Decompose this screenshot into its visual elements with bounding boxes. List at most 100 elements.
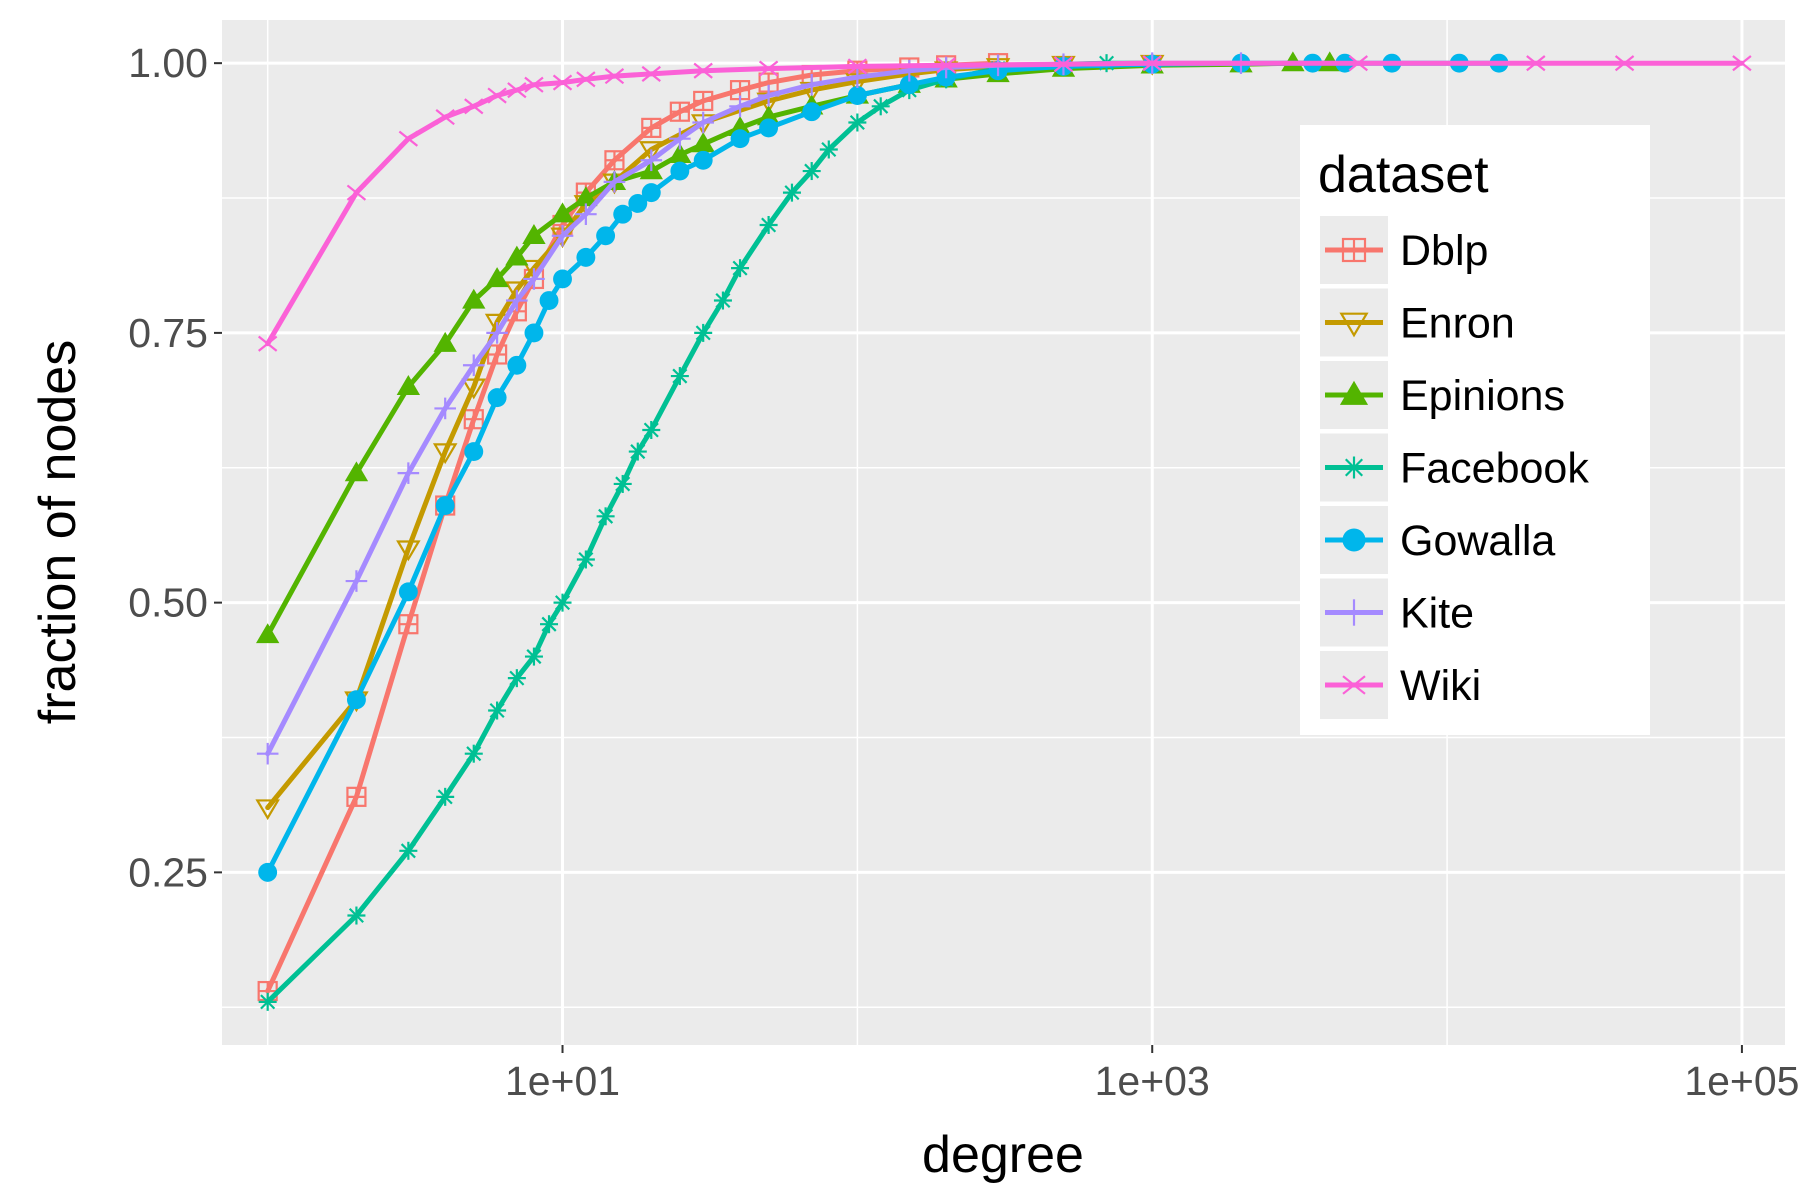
data-point <box>1343 456 1365 479</box>
data-point <box>1339 380 1369 405</box>
data-point <box>464 442 484 462</box>
data-point <box>551 224 574 247</box>
x-tick-label: 1e+03 <box>1095 1058 1210 1104</box>
data-point <box>604 68 625 85</box>
data-point <box>670 367 689 386</box>
legend: dataset Dblp Enron Epinions Facebook Gowalla… <box>1300 125 1650 735</box>
data-point <box>603 171 626 193</box>
data-point <box>505 245 529 266</box>
data-point <box>596 226 616 246</box>
legend-label: Dblp <box>1400 227 1488 275</box>
y-tick-label: 0.75 <box>128 310 208 356</box>
x-tick-label: 1e+01 <box>505 1058 620 1104</box>
legend-item-kite: Kite <box>1320 578 1474 647</box>
data-point <box>758 60 779 77</box>
data-point <box>464 98 484 115</box>
legend-label: Gowalla <box>1400 517 1555 565</box>
data-point <box>1342 675 1366 695</box>
data-point <box>398 582 418 602</box>
data-point <box>1348 55 1368 72</box>
data-point <box>506 289 528 312</box>
legend-label: Kite <box>1400 590 1474 638</box>
data-point <box>693 62 713 79</box>
data-point <box>1526 55 1546 72</box>
legend-item-gowalla: Gowalla <box>1320 506 1555 574</box>
data-point <box>899 75 919 95</box>
data-point <box>398 614 419 635</box>
data-point <box>257 335 278 352</box>
data-point <box>540 615 559 634</box>
data-point <box>461 378 487 400</box>
data-point <box>729 95 751 118</box>
data-point <box>613 204 633 224</box>
data-point <box>344 461 369 482</box>
data-point <box>576 71 596 88</box>
data-point <box>1614 55 1635 72</box>
data-point <box>462 288 486 309</box>
data-point <box>642 421 661 439</box>
data-point <box>848 113 867 132</box>
data-point <box>670 161 690 181</box>
data-point <box>628 193 648 213</box>
data-point <box>398 130 419 147</box>
data-point <box>486 322 508 344</box>
data-point <box>524 647 543 666</box>
x-axis-title: degree <box>922 1126 1084 1184</box>
data-point <box>523 268 545 290</box>
data-point <box>463 409 484 430</box>
data-point <box>434 397 456 420</box>
data-point <box>462 354 485 377</box>
data-point <box>693 150 713 170</box>
data-point <box>507 669 526 688</box>
y-tick-label: 0.50 <box>128 580 208 626</box>
data-point <box>693 90 714 112</box>
data-point <box>1142 55 1162 72</box>
data-point <box>759 216 778 234</box>
data-point <box>694 323 713 342</box>
data-point <box>397 462 420 484</box>
y-tick-label: 0.25 <box>128 849 208 895</box>
data-point <box>731 259 750 278</box>
data-point <box>432 443 458 465</box>
data-point <box>346 184 367 201</box>
data-point <box>524 76 544 93</box>
data-point <box>256 623 280 644</box>
data-point <box>399 841 418 860</box>
data-point <box>256 742 279 765</box>
data-point <box>258 992 277 1011</box>
data-point <box>641 117 662 138</box>
legend-label: Facebook <box>1400 445 1589 493</box>
data-point <box>1339 312 1369 338</box>
data-point <box>669 101 690 122</box>
data-point <box>641 183 661 203</box>
data-point <box>576 247 596 267</box>
series-layer <box>255 51 1752 1011</box>
data-point <box>345 570 368 592</box>
x-axis: 1e+01 1e+03 1e+05 <box>505 1045 1799 1104</box>
data-point <box>487 388 507 408</box>
data-point <box>487 87 507 104</box>
data-point <box>575 203 597 226</box>
data-point <box>757 84 780 107</box>
legend-label: Epinions <box>1400 372 1565 420</box>
series-line <box>265 60 1745 347</box>
data-point <box>539 291 559 310</box>
data-point <box>485 267 509 288</box>
data-point <box>640 149 663 172</box>
data-point <box>1341 237 1367 263</box>
legend-item-facebook: Facebook <box>1320 433 1589 502</box>
legend-item-epinions: Epinions <box>1320 361 1565 429</box>
data-point <box>604 150 625 171</box>
data-point <box>553 269 572 289</box>
data-point <box>436 787 455 806</box>
data-point <box>347 906 366 925</box>
data-point <box>1342 528 1366 552</box>
data-point <box>596 507 615 526</box>
data-point <box>730 129 750 149</box>
data-point <box>552 74 573 91</box>
data-point <box>782 183 801 202</box>
data-point <box>802 102 822 122</box>
data-point <box>435 496 455 515</box>
data-point <box>464 744 483 763</box>
